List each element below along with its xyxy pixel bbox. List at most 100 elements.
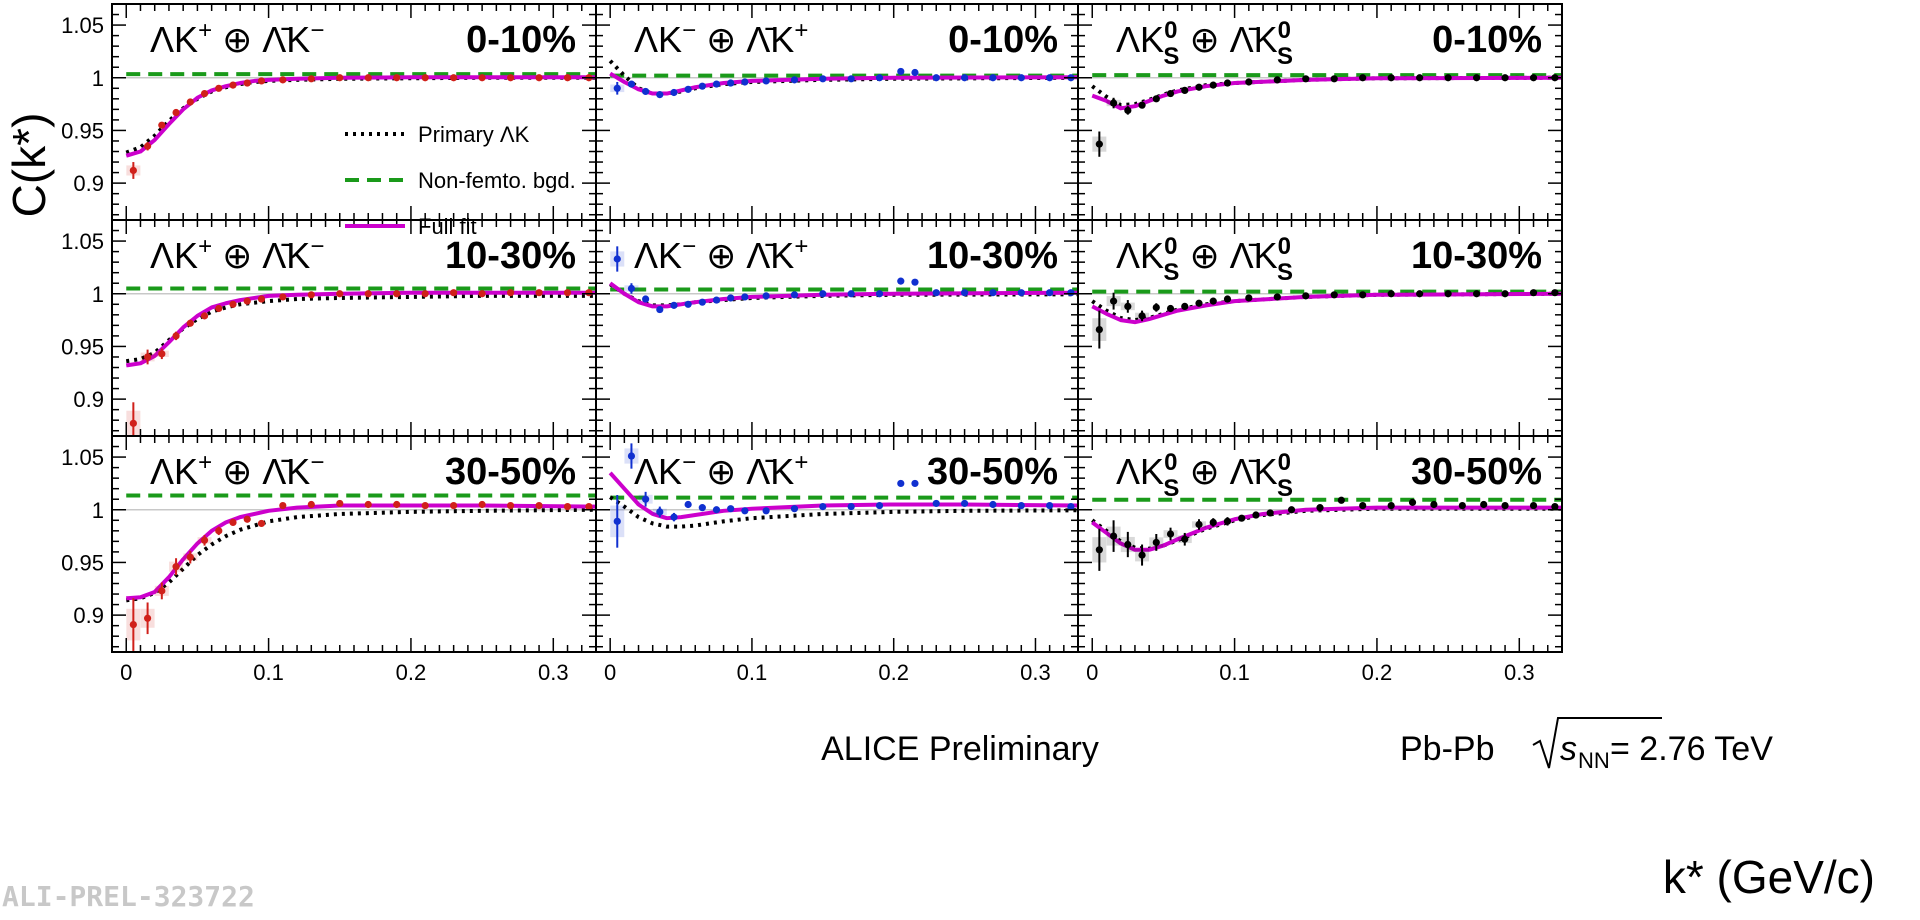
label-trail-sup: + — [794, 17, 808, 44]
data-point — [1302, 75, 1310, 83]
data-point — [1551, 502, 1559, 511]
data-point — [393, 74, 401, 82]
label-lead: ΛK — [634, 235, 682, 276]
data-point — [727, 294, 735, 302]
label-lead: ΛK — [150, 451, 198, 492]
data-point — [143, 142, 152, 150]
data-point — [1359, 501, 1367, 510]
label-lead: ΛK — [1116, 19, 1164, 60]
data-point — [960, 74, 969, 82]
data-point — [875, 74, 884, 82]
data-point — [535, 74, 543, 82]
data-point — [364, 500, 372, 509]
data-point — [129, 621, 137, 629]
panel-6 — [1078, 289, 1562, 349]
centrality-label: 10-30% — [927, 235, 1058, 277]
panel-label: ΛK− ⊕ Λ̄K+ — [634, 449, 808, 492]
data-point — [257, 519, 266, 528]
data-point — [1046, 74, 1054, 82]
data-point — [1195, 520, 1203, 529]
sqrt-symbol — [1532, 717, 1662, 769]
data-point — [200, 536, 209, 544]
label-trail-sup: 0 — [1278, 17, 1291, 44]
label-trail: Λ̄K — [746, 235, 794, 276]
data-point — [1529, 289, 1538, 297]
data-point — [627, 284, 636, 293]
fit-curve — [125, 290, 596, 368]
data-point — [172, 108, 180, 117]
panel-2 — [596, 59, 1078, 99]
label-sep: ⊕ — [212, 19, 262, 60]
label-lead: ΛK — [634, 19, 682, 60]
y-tick-label: 1 — [92, 66, 104, 91]
data-point — [727, 79, 735, 87]
label-trail: Λ̄K — [262, 451, 310, 492]
data-point — [1209, 297, 1217, 305]
legend-bgd-label: Non-femto. bgd. — [418, 168, 576, 193]
x-tick-label: 0.2 — [396, 660, 427, 685]
data-point — [819, 290, 827, 298]
y-axis-title-text: C(k*) — [3, 113, 55, 218]
panel-label: ΛK+ ⊕ Λ̄K− — [150, 233, 324, 276]
label-sep: ⊕ — [696, 235, 746, 276]
data-point — [1138, 312, 1146, 320]
data-point — [1316, 504, 1324, 512]
data-point — [1109, 297, 1118, 305]
data-point — [1109, 99, 1118, 107]
data-point — [1017, 74, 1025, 82]
data-point — [421, 290, 429, 298]
data-point — [911, 278, 919, 286]
data-point — [229, 300, 237, 308]
data-point — [563, 502, 572, 511]
data-point — [1109, 532, 1118, 540]
label-lead-sup: − — [682, 449, 696, 476]
data-point — [1501, 74, 1509, 82]
data-point — [1046, 289, 1054, 297]
label-trail-sup: 0 — [1278, 449, 1291, 476]
label-lead-sub: S — [1163, 43, 1179, 70]
data-point — [1223, 79, 1232, 87]
label-trail-sup: 0 — [1278, 233, 1291, 260]
x-tick-label: 0.3 — [1020, 660, 1051, 685]
centrality-label: 30-50% — [1411, 451, 1542, 493]
data-point — [1501, 290, 1509, 298]
data-point — [1273, 76, 1281, 84]
data-point — [393, 500, 401, 509]
label-trail: Λ̄K — [1230, 451, 1278, 492]
label-trail-sub: S — [1277, 259, 1293, 286]
label-lead: ΛK — [1116, 235, 1164, 276]
x-axis-title: k* (GeV/c) — [1663, 851, 1875, 903]
panel-label: ΛK− ⊕ Λ̄K+ — [634, 17, 808, 60]
collision-system-label: Pb-Pb s NN = 2.76 TeV — [1400, 717, 1773, 773]
data-point — [186, 98, 194, 106]
data-point — [819, 75, 827, 83]
label-trail: Λ̄K — [746, 451, 794, 492]
data-point — [1529, 74, 1538, 82]
watermark: ALI-PREL-323722 — [2, 880, 255, 913]
system-s: s — [1560, 730, 1577, 768]
data-point — [1017, 289, 1025, 297]
fit-curve — [1091, 291, 1562, 325]
data-point — [670, 301, 678, 309]
legend-fit-label: Full fit — [418, 214, 477, 239]
data-point — [712, 506, 721, 514]
data-point — [506, 74, 515, 82]
data-point — [143, 353, 152, 361]
legend-primary-label: Primary ΛK — [418, 122, 530, 147]
data-point — [478, 500, 486, 509]
data-point — [1287, 506, 1296, 514]
data-point — [642, 87, 650, 96]
label-trail-sup: − — [310, 17, 324, 44]
data-point — [1252, 511, 1260, 519]
data-point — [613, 517, 621, 525]
data-point — [129, 419, 137, 427]
data-point — [243, 515, 251, 523]
fit-curve — [1091, 75, 1562, 111]
data-point — [1416, 290, 1424, 298]
data-point — [336, 290, 344, 298]
data-point — [279, 501, 287, 510]
label-lead-sup: − — [682, 233, 696, 260]
data-point — [989, 289, 997, 297]
y-tick-label: 0.9 — [73, 171, 104, 196]
panel-5 — [596, 246, 1078, 314]
